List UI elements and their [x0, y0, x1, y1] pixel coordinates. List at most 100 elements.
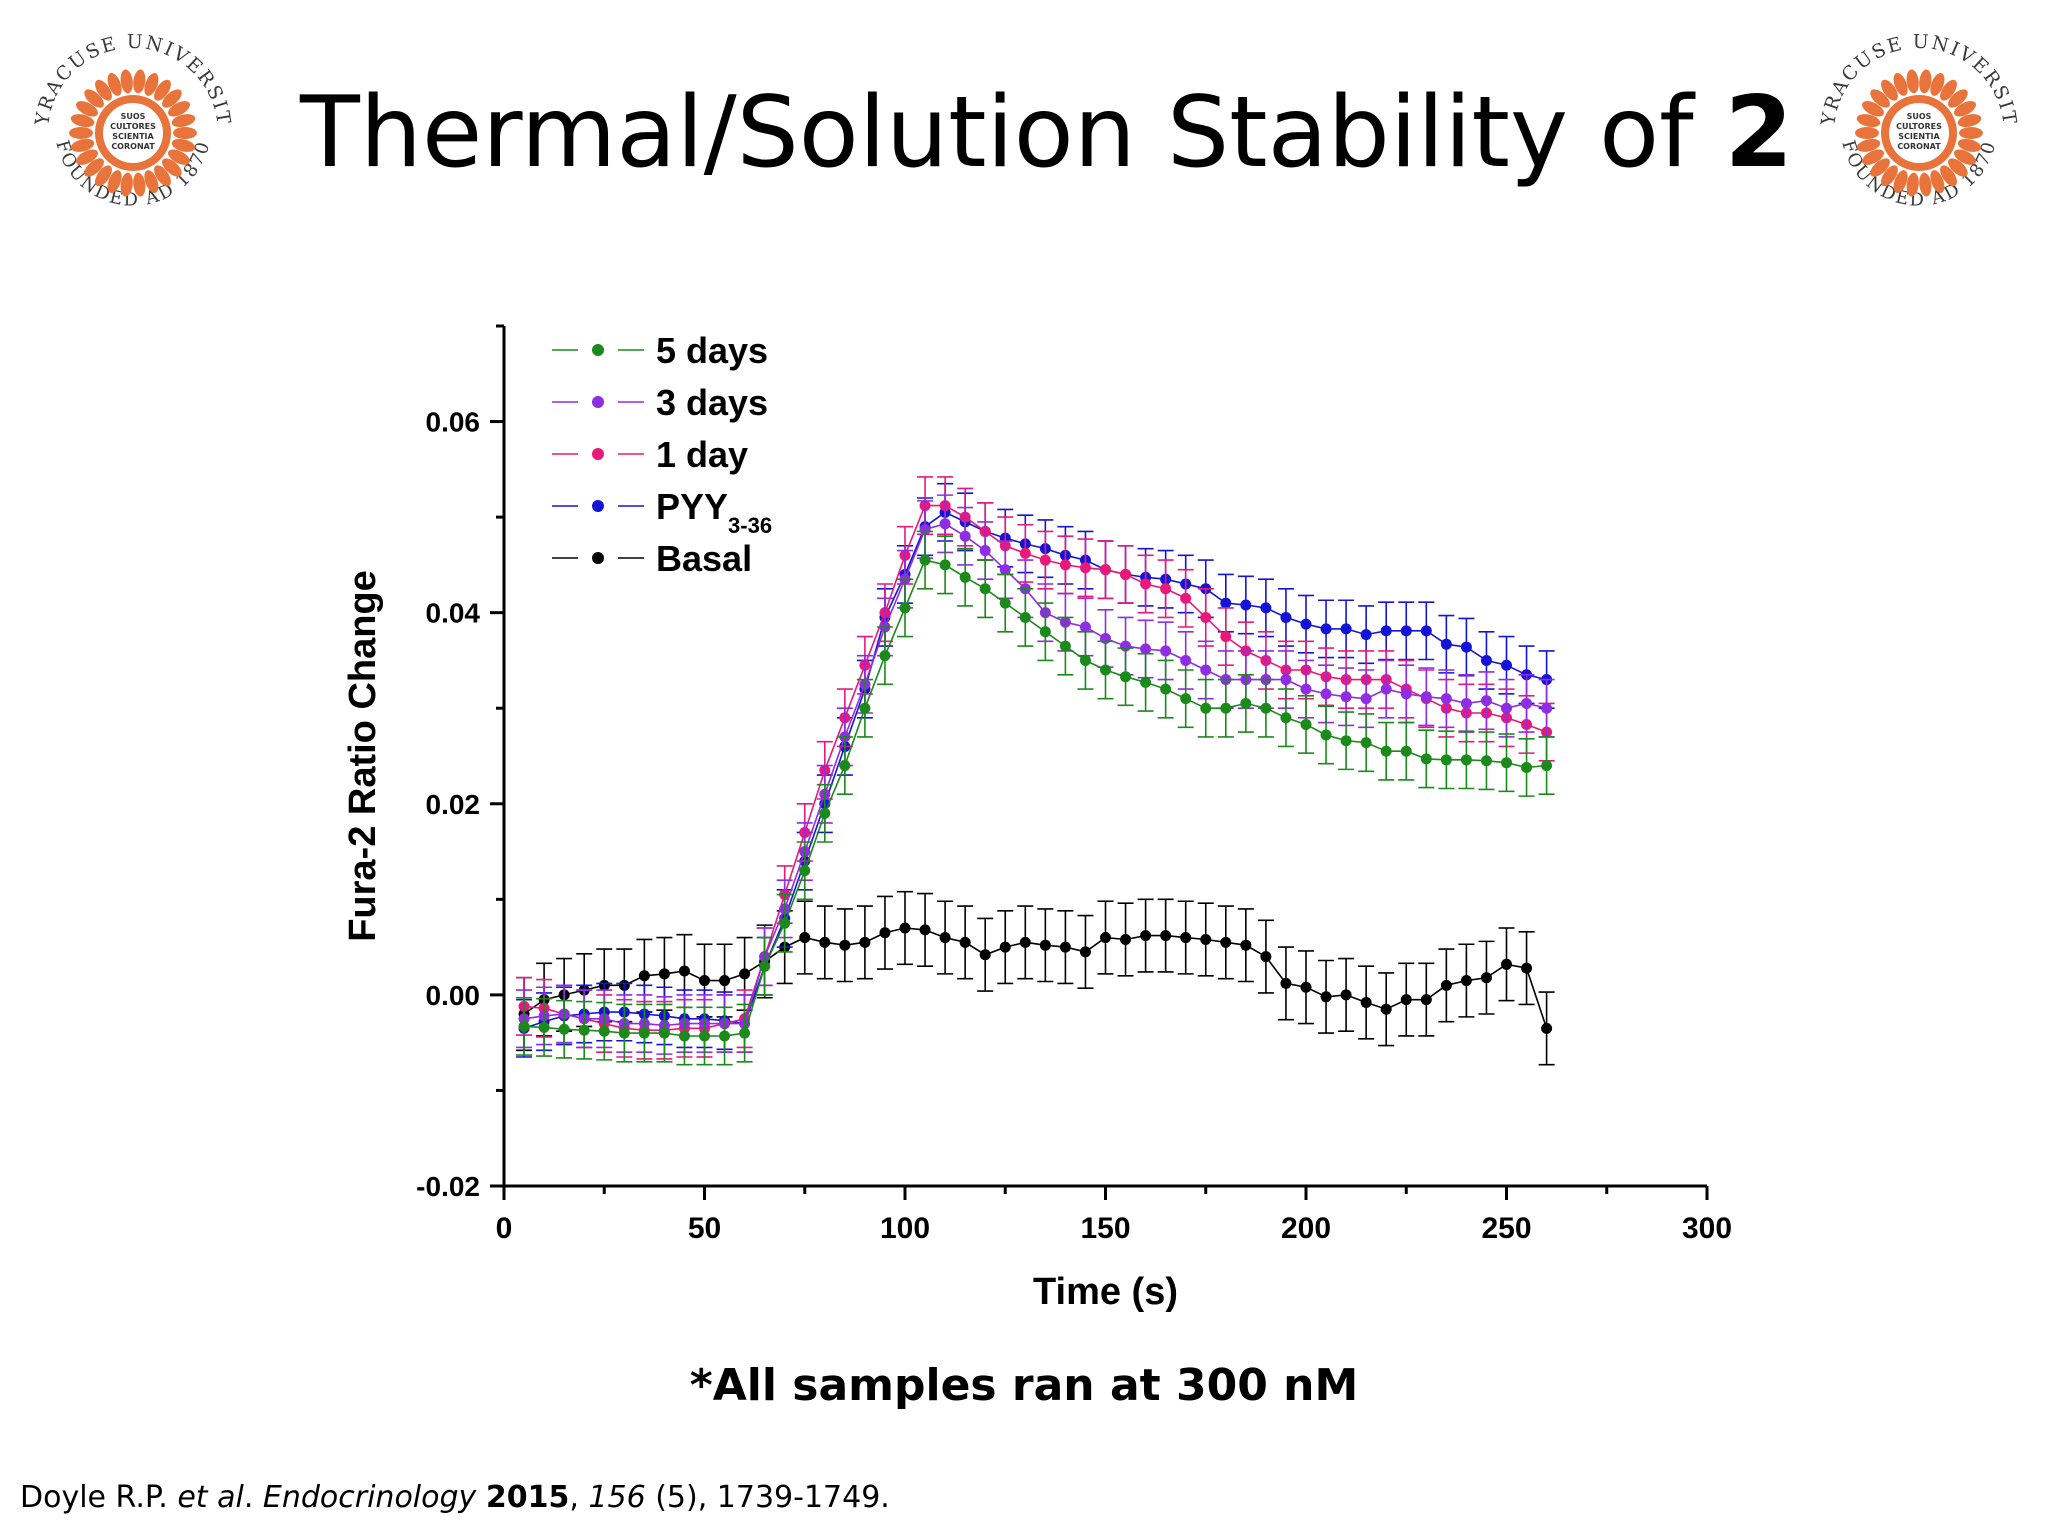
- data-point: [939, 518, 951, 530]
- data-point: [1300, 618, 1312, 630]
- seal-motto-line: CORONAT: [1897, 142, 1941, 151]
- data-point: [638, 970, 650, 982]
- seal-wreath-leaf: [1959, 127, 1983, 139]
- data-point: [538, 1021, 550, 1033]
- data-point: [1120, 568, 1132, 580]
- data-point: [1140, 578, 1152, 590]
- data-point: [1180, 693, 1192, 705]
- data-point: [678, 1030, 690, 1042]
- data-point: [939, 932, 951, 944]
- data-point: [1140, 676, 1152, 688]
- data-point: [1079, 946, 1091, 958]
- data-point: [859, 702, 871, 714]
- data-point: [699, 1030, 710, 1042]
- series-basal: [516, 890, 1555, 1066]
- data-point: [1280, 977, 1292, 989]
- seal-wreath-leaf: [1940, 79, 1957, 101]
- citation-rest: (5), 1739-1749.: [645, 1480, 890, 1515]
- seal-wreath-leaf: [133, 172, 146, 197]
- legend-label-text: Basal: [656, 538, 752, 579]
- y-axis-title: Fura-2 Ratio Change: [342, 570, 384, 942]
- seal-wreath-leaf: [1954, 149, 1976, 165]
- seal-motto-line: SUOS: [1907, 112, 1932, 121]
- seal-wreath-leaf: [1856, 114, 1881, 128]
- data-point: [1480, 755, 1492, 767]
- data-point: [959, 936, 971, 948]
- data-point: [1420, 753, 1432, 765]
- legend-label-basal: Basal: [656, 538, 752, 579]
- data-point: [658, 968, 670, 980]
- data-point: [959, 571, 971, 583]
- data-point: [799, 932, 811, 944]
- seal-wreath-leaf: [1957, 138, 1982, 152]
- data-point: [518, 1020, 530, 1032]
- data-point: [739, 968, 751, 980]
- data-point: [1440, 638, 1452, 650]
- data-point: [919, 554, 931, 566]
- seal-wreath-leaf: [1862, 101, 1884, 117]
- data-point: [879, 650, 891, 662]
- data-point: [1541, 760, 1553, 772]
- data-point: [1019, 936, 1031, 948]
- seal-wreath-leaf: [1870, 89, 1890, 108]
- data-point: [1440, 979, 1452, 991]
- seal-wreath-leaf: [1855, 127, 1879, 139]
- seal-wreath-leaf: [76, 101, 98, 117]
- seal-wreath-leaf: [162, 158, 182, 177]
- data-point: [759, 960, 771, 972]
- x-tick-label: 50: [688, 1212, 721, 1245]
- seal-wreath-leaf: [1881, 165, 1898, 187]
- legend-label-text: 3 days: [656, 382, 768, 423]
- seal-wreath-leaf: [173, 127, 197, 139]
- legend-marker: [592, 500, 604, 512]
- data-point: [1180, 932, 1192, 944]
- seal-wreath-leaf: [1954, 101, 1976, 117]
- data-point: [598, 1025, 610, 1037]
- data-point: [1240, 697, 1252, 709]
- x-tick-label: 150: [1080, 1212, 1130, 1245]
- data-point: [1079, 621, 1091, 633]
- seal-wreath-leaf: [84, 158, 104, 177]
- seal-wreath-leaf: [1870, 158, 1890, 177]
- data-point: [819, 936, 831, 948]
- data-point: [1160, 930, 1172, 942]
- seal-wreath-leaf: [1919, 69, 1932, 94]
- data-point: [1521, 761, 1533, 773]
- data-point: [1480, 972, 1492, 984]
- x-axis-title: Time (s): [1033, 1271, 1178, 1313]
- slide-title: Thermal/Solution Stability of 2: [300, 79, 1793, 188]
- data-point: [1160, 683, 1172, 695]
- data-point: [839, 939, 851, 951]
- x-tick-label: 0: [496, 1212, 513, 1245]
- seal-motto-line: SCIENTIA: [1898, 132, 1940, 141]
- seal-wreath-leaf: [162, 89, 182, 108]
- data-point: [1160, 645, 1172, 657]
- data-point: [959, 530, 971, 542]
- data-point: [999, 564, 1011, 576]
- data-point: [658, 1027, 670, 1039]
- data-point: [1019, 611, 1031, 623]
- seal-wreath-leaf: [120, 172, 133, 197]
- data-point: [1360, 629, 1372, 641]
- seal-motto-line: SCIENTIA: [112, 132, 154, 141]
- data-point: [1480, 695, 1492, 707]
- data-point: [779, 917, 791, 929]
- legend-label-1-day: 1 day: [656, 434, 748, 475]
- data-point: [1260, 602, 1272, 614]
- citation-dot: .: [243, 1480, 263, 1515]
- data-point: [1380, 745, 1392, 757]
- data-point: [1541, 1022, 1553, 1034]
- seal-wreath-leaf: [168, 101, 190, 117]
- data-point: [1100, 564, 1111, 576]
- university-seal-logo-right: SYRACUSE UNIVERSITYFOUNDED AD 1870SUOSCU…: [1814, 28, 2019, 233]
- seal-wreath-leaf: [133, 69, 146, 94]
- data-point: [1400, 688, 1412, 700]
- data-point: [819, 807, 831, 819]
- data-point: [1541, 702, 1553, 714]
- seal-wreath-leaf: [1906, 69, 1919, 94]
- data-point: [839, 760, 851, 772]
- seal-wreath-leaf: [120, 69, 133, 94]
- citation-author: Doyle R.P.: [20, 1480, 178, 1515]
- citation-year: 2015: [485, 1480, 570, 1515]
